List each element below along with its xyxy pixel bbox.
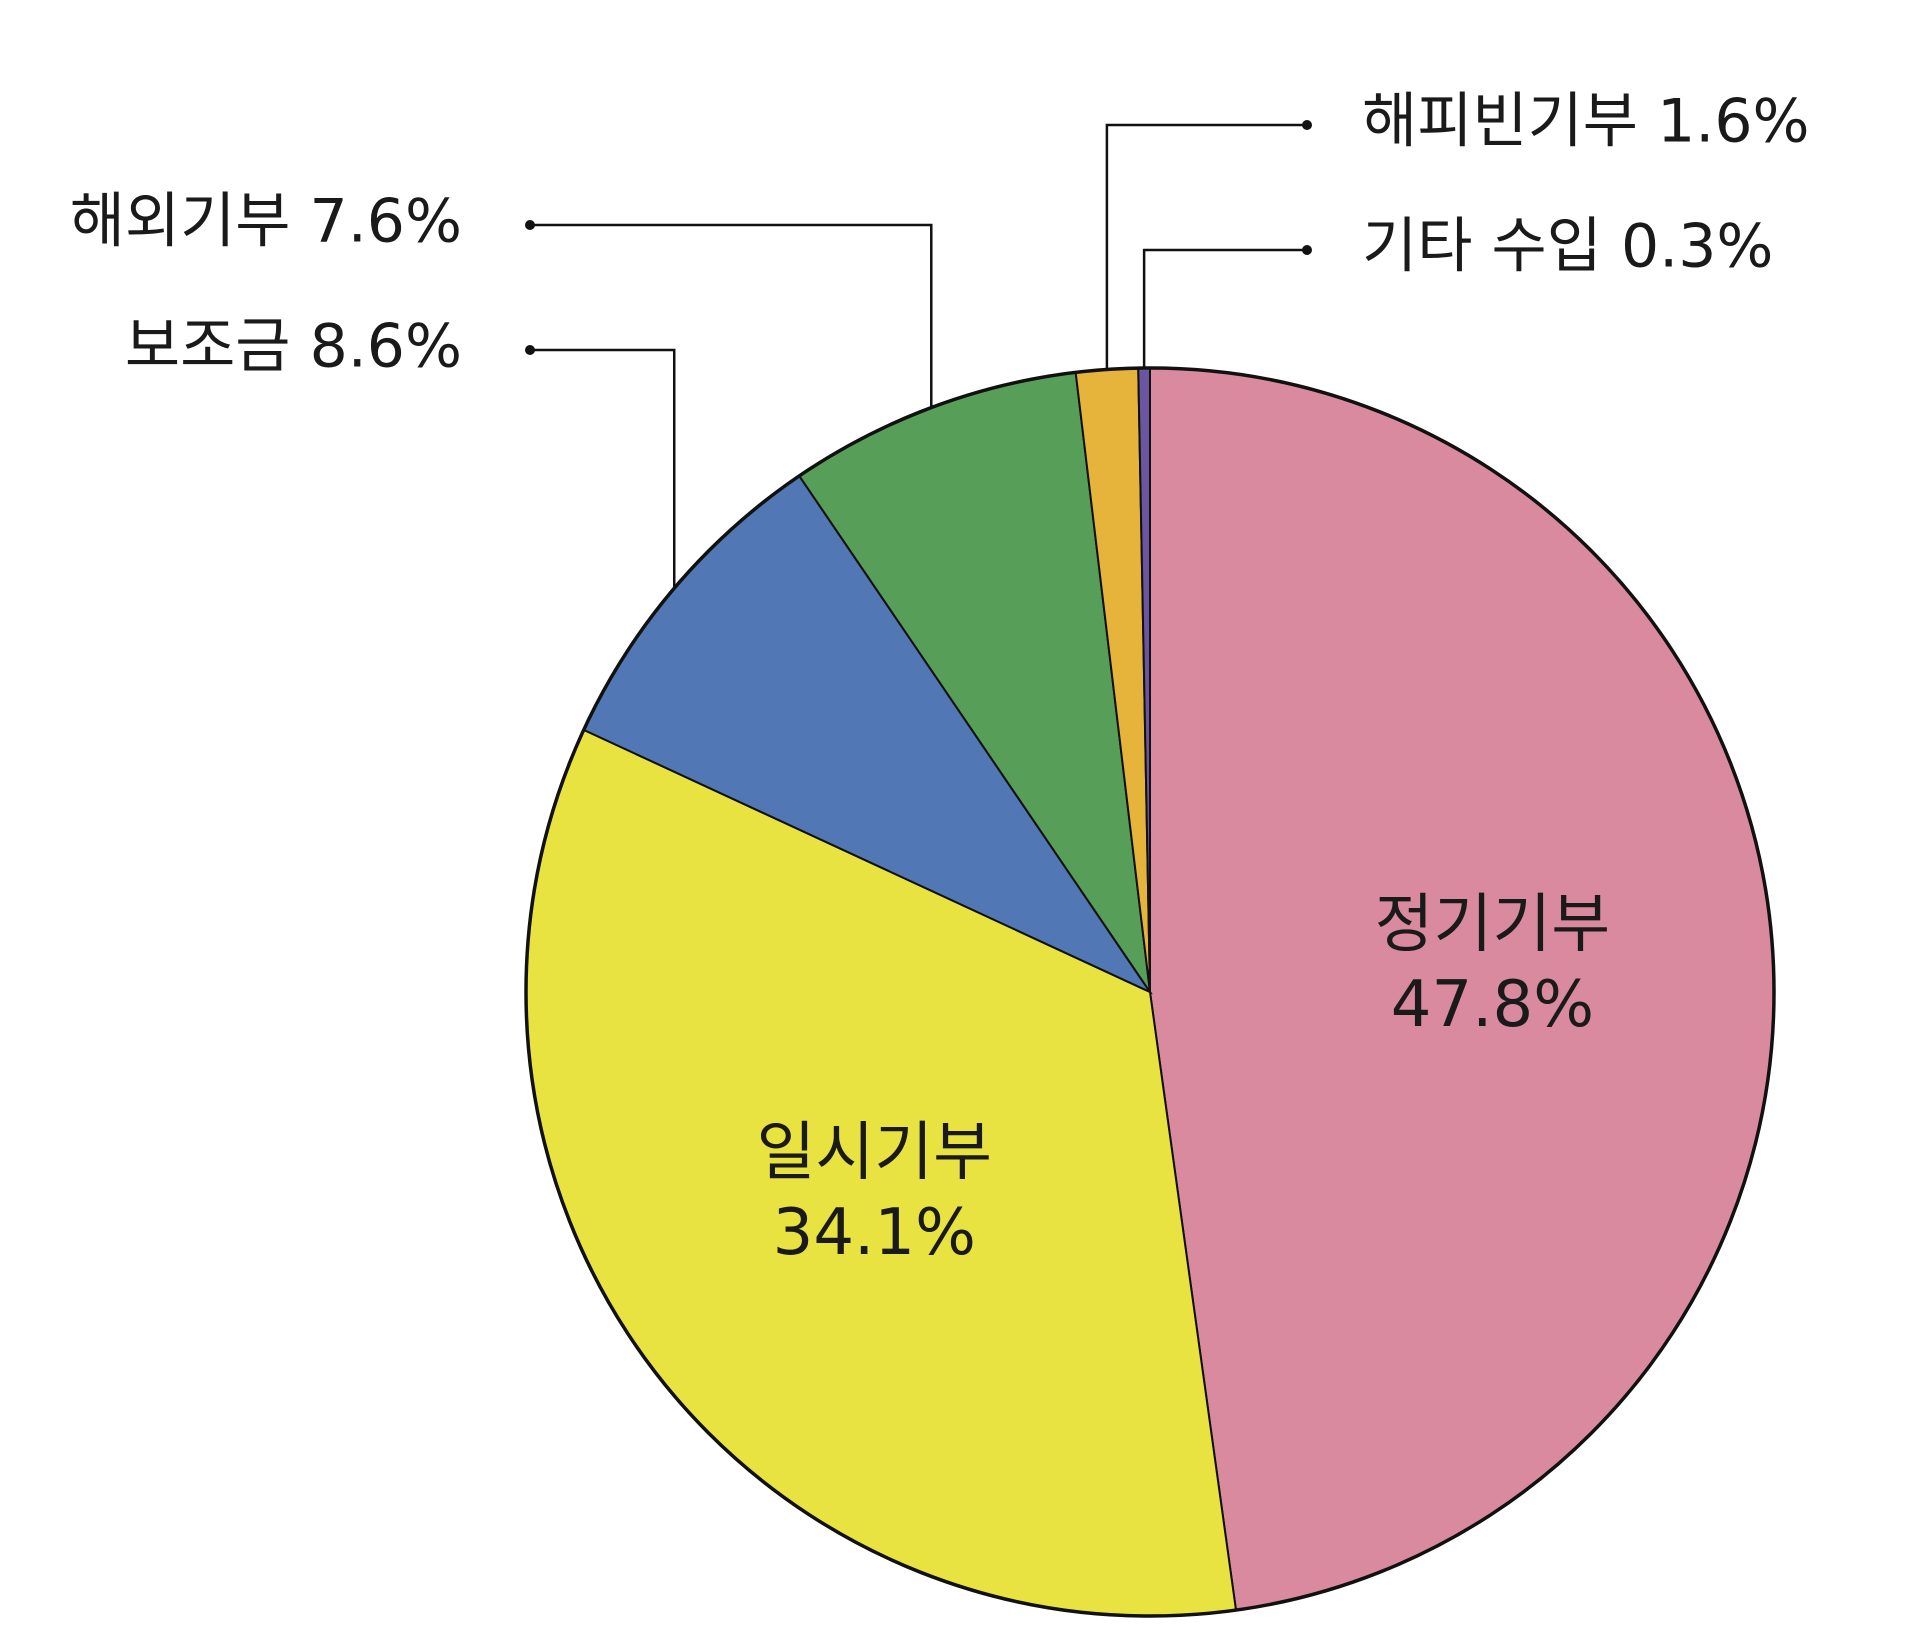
slice-label-name-0: 정기기부 (1375, 888, 1611, 962)
pie-outline (524, 366, 1776, 1618)
slice-label-value-0: 47.8% (1391, 968, 1594, 1042)
pie-slices (525, 366, 1775, 1617)
leader-line-5 (1142, 248, 1307, 369)
slice-label-value-1: 34.1% (773, 1196, 976, 1270)
slice-label-4: 해피빈기부 1.6% (1362, 87, 1810, 157)
slice-label-name-1: 일시기부 (756, 1116, 992, 1190)
slice-label-2: 보조금 8.6% (125, 312, 462, 382)
slice-label-3: 해외기부 7.6% (70, 187, 462, 257)
leader-lines (525, 120, 1312, 589)
leader-line-2-dot (525, 345, 535, 355)
leader-line-4 (1105, 123, 1307, 370)
leader-line-2 (530, 348, 676, 589)
leader-line-5-dot (1302, 245, 1312, 255)
leader-line-3 (530, 223, 933, 408)
leader-line-4-dot (1302, 120, 1312, 130)
slice-label-5: 기타 수입 0.3% (1362, 212, 1773, 282)
leader-line-3-dot (525, 220, 535, 230)
